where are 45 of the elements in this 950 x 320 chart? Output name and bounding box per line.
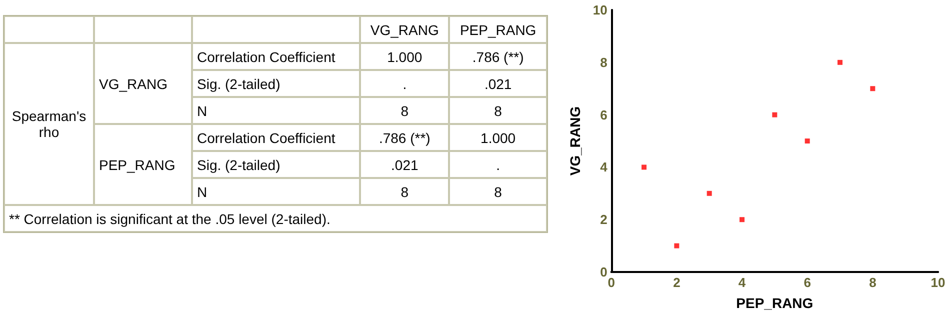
text: . (449, 151, 547, 178)
x-axis-title: PEP_RANG (736, 295, 814, 311)
text: Sig. (2-tailed) (192, 151, 360, 178)
text: 8 (360, 97, 450, 124)
y-tick-label: 6 (600, 107, 608, 122)
text: N (192, 178, 360, 205)
point (642, 164, 647, 170)
text: . (360, 70, 450, 97)
text: PEP_RANG (94, 124, 192, 205)
text: .786 (**) (449, 43, 547, 70)
text: N (192, 97, 360, 124)
x-tick-label: 10 (930, 275, 946, 290)
x-tick-label: 2 (673, 275, 680, 290)
text: VG_RANG (94, 43, 192, 124)
text: VG_RANG (360, 16, 450, 43)
x-tick-label: 8 (869, 275, 876, 290)
y-tick-label: 4 (600, 160, 608, 175)
text: Correlation Coefficient (192, 43, 360, 70)
text: 1.000 (360, 43, 450, 70)
text: .786 (**) (360, 124, 450, 151)
text: .021 (449, 70, 547, 97)
text: 8 (449, 178, 547, 205)
point (706, 190, 712, 196)
text: PEP_RANG (449, 16, 547, 43)
point (674, 243, 680, 248)
text: Correlation Coefficient (192, 124, 360, 151)
text: ** Correlation is significant at the .05 level (2-tailed). (4, 205, 547, 232)
y-tick-label: 8 (600, 54, 608, 70)
point (838, 60, 843, 65)
text: 8 (449, 97, 547, 124)
text: .021 (360, 151, 450, 178)
y-tick-label: 2 (600, 212, 608, 228)
point (870, 86, 876, 92)
x-tick-label: 4 (738, 275, 746, 290)
y-tick-label: 0 (600, 264, 608, 280)
text: Sig. (2-tailed) (192, 70, 360, 97)
y-axis-title: VG_RANG (567, 106, 583, 176)
y-tick-label: 10 (592, 2, 608, 18)
point (804, 138, 810, 144)
point (740, 217, 745, 222)
text: Spearman's rho (4, 43, 94, 205)
text: 1.000 (449, 124, 547, 151)
text: 8 (360, 178, 450, 205)
point (772, 112, 778, 118)
x-tick-label: 6 (804, 275, 811, 290)
